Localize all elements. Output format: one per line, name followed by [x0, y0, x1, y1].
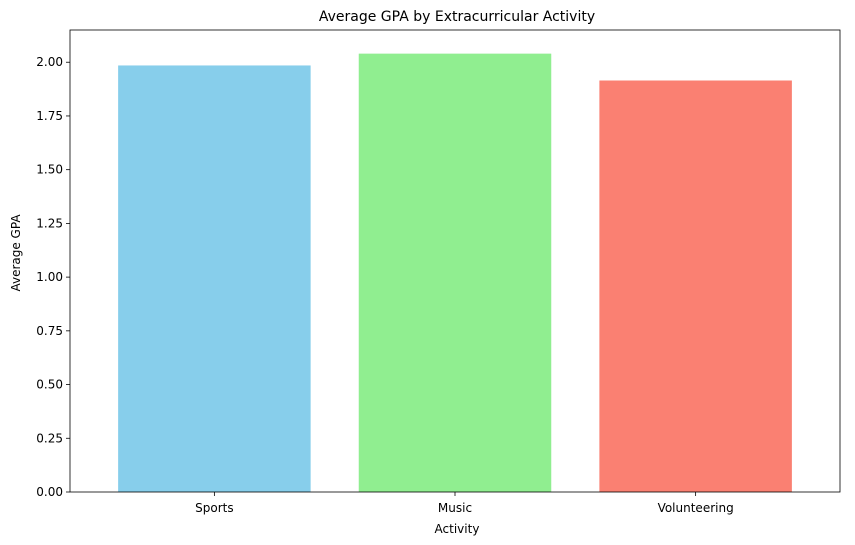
bar-music	[358, 53, 552, 492]
plot-frame	[69, 29, 841, 493]
y-tick-label: 1.25	[36, 216, 63, 230]
bar-sports	[118, 65, 311, 493]
y-tick-label: 1.50	[36, 163, 63, 177]
x-tick-label: Sports	[195, 501, 233, 515]
x-axis-label: Activity	[435, 522, 480, 536]
y-tick-label: 2.00	[36, 55, 63, 69]
chart-title: Average GPA by Extracurricular Activity	[319, 9, 595, 25]
bar-volunteering	[599, 80, 792, 492]
y-tick-label: 0.50	[36, 378, 63, 392]
plot-area: Sports Music Volunteering 0.00 0.25 0.50 0.75 1…	[36, 29, 841, 515]
y-tick-label: 0.25	[36, 431, 63, 445]
x-tick-label: Volunteering	[658, 501, 734, 515]
y-axis-label: Average GPA	[9, 214, 23, 292]
y-tick-label: 1.00	[36, 270, 63, 284]
y-tick-label: 1.75	[36, 109, 63, 123]
y-tick-label: 0.00	[36, 485, 63, 499]
y-tick-label: 0.75	[36, 324, 63, 338]
x-tick-label: Music	[438, 501, 472, 515]
